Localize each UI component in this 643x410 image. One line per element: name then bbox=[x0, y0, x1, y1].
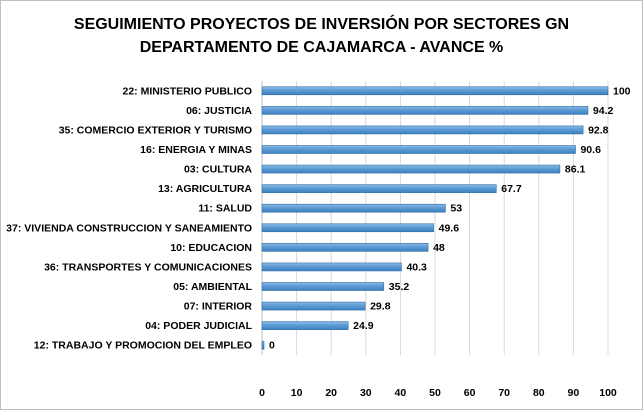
data-label: 40.3 bbox=[406, 261, 427, 273]
bar bbox=[261, 106, 589, 115]
category-label: 03: CULTURA bbox=[184, 164, 252, 176]
x-tick-label: 70 bbox=[498, 387, 510, 399]
category-label: 07: INTERIOR bbox=[184, 301, 253, 313]
data-label: 49.6 bbox=[439, 222, 460, 234]
bar bbox=[261, 243, 429, 252]
bars bbox=[261, 86, 609, 350]
gridlines bbox=[261, 81, 609, 355]
x-tick-label: 0 bbox=[259, 387, 265, 399]
bar bbox=[261, 184, 497, 193]
data-label: 48 bbox=[433, 242, 445, 254]
category-label: 04: PODER JUDICIAL bbox=[145, 320, 252, 332]
bar bbox=[261, 164, 561, 174]
x-tick-label: 50 bbox=[429, 387, 441, 399]
data-label: 35.2 bbox=[389, 281, 410, 293]
x-tick-label: 90 bbox=[568, 387, 580, 399]
category-label: 16: ENERGIA Y MINAS bbox=[140, 144, 252, 156]
data-label: 53 bbox=[450, 203, 462, 215]
category-label: 10: EDUCACION bbox=[170, 242, 252, 254]
category-label: 13: AGRICULTURA bbox=[158, 183, 252, 195]
labels: 0 10 20 30 40 50 60 70 80 90 100 22: MINISTERIO PUB… bbox=[6, 85, 631, 399]
data-label: 67.7 bbox=[501, 183, 522, 195]
data-label: 24.9 bbox=[353, 320, 374, 332]
data-label: 29.8 bbox=[370, 301, 391, 313]
bar bbox=[261, 145, 576, 154]
category-label: 06: JUSTICIA bbox=[186, 105, 252, 117]
bar bbox=[261, 125, 584, 135]
category-label: 05: AMBIENTAL bbox=[173, 281, 252, 293]
data-label: 90.6 bbox=[580, 144, 601, 156]
data-label: 100 bbox=[613, 85, 631, 97]
category-label: 37: VIVIENDA CONSTRUCCION Y SANEAMIENTO bbox=[6, 222, 252, 234]
data-label: 86.1 bbox=[565, 164, 586, 176]
bar bbox=[261, 301, 366, 311]
category-label: 36: TRANSPORTES Y COMUNICACIONES bbox=[44, 261, 252, 273]
category-label: 35: COMERCIO EXTERIOR Y TURISMO bbox=[59, 124, 252, 136]
x-tick-label: 100 bbox=[599, 387, 617, 399]
bar bbox=[261, 282, 385, 291]
bar bbox=[261, 223, 434, 233]
chart-title: SEGUIMIENTO PROYECTOS DE INVERSIÓN POR S… bbox=[73, 16, 570, 56]
bar bbox=[261, 86, 609, 96]
bar bbox=[261, 262, 402, 272]
bar bbox=[261, 321, 349, 330]
category-label: 22: MINISTERIO PUBLICO bbox=[122, 85, 252, 97]
x-tick-label: 80 bbox=[533, 387, 545, 399]
data-label: 0 bbox=[269, 340, 275, 352]
data-label: 94.2 bbox=[593, 105, 614, 117]
category-label: 11: SALUD bbox=[198, 203, 252, 215]
x-tick-label: 30 bbox=[360, 387, 372, 399]
x-tick-label: 60 bbox=[464, 387, 476, 399]
bar bbox=[261, 203, 446, 213]
x-tick-label: 20 bbox=[325, 387, 337, 399]
data-label: 92.8 bbox=[588, 124, 609, 136]
bar bbox=[261, 340, 265, 350]
x-tick-label: 10 bbox=[291, 387, 303, 399]
category-label: 12: TRABAJO Y PROMOCION DEL EMPLEO bbox=[34, 340, 252, 352]
x-tick-label: 40 bbox=[395, 387, 407, 399]
